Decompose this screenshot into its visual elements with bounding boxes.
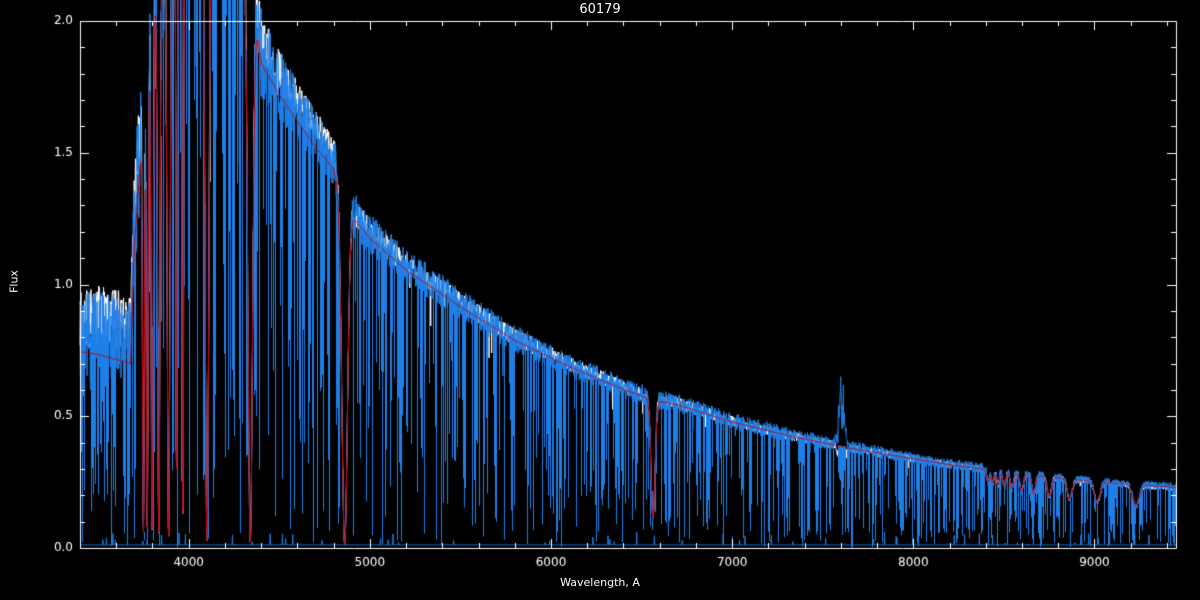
page-title: 60179 (579, 2, 621, 17)
x-axis-label: Wavelength, A (560, 576, 640, 589)
y-axis-label: Flux (7, 270, 21, 293)
